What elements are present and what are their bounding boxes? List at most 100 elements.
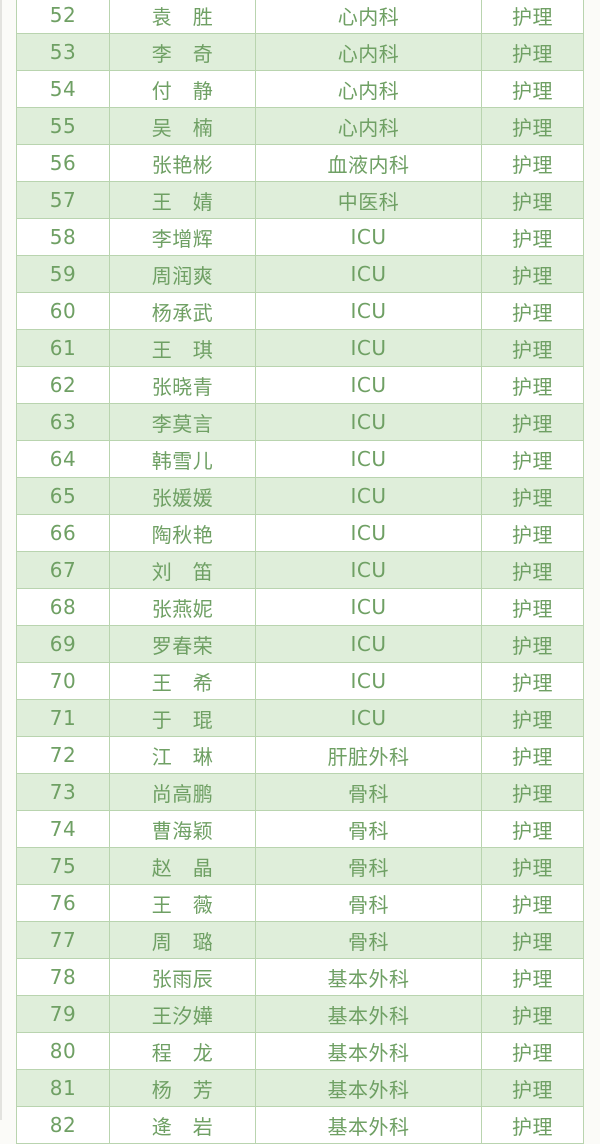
cell-role: 护理 (481, 773, 584, 811)
cell-row-number: 80 (16, 1032, 110, 1070)
cell-role: 护理 (481, 440, 584, 478)
cell-role: 护理 (481, 292, 584, 330)
cell-department: ICU (255, 292, 482, 330)
cell-row-number: 73 (16, 773, 110, 811)
cell-department: 基本外科 (255, 958, 482, 996)
cell-role: 护理 (481, 1032, 584, 1070)
cell-role: 护理 (481, 107, 584, 145)
table-row: 76 王 薇 骨科 护理 (16, 884, 584, 922)
cell-role: 护理 (481, 995, 584, 1033)
cell-name: 刘 笛 (109, 551, 256, 589)
cell-role: 护理 (481, 70, 584, 108)
cell-name: 程 龙 (109, 1032, 256, 1070)
cell-department: 血液内科 (255, 144, 482, 182)
cell-role: 护理 (481, 810, 584, 848)
cell-department: ICU (255, 588, 482, 626)
cell-row-number: 74 (16, 810, 110, 848)
table-row: 58 李增辉 ICU 护理 (16, 218, 584, 256)
cell-name: 周 璐 (109, 921, 256, 959)
table-row: 61 王 琪 ICU 护理 (16, 329, 584, 367)
cell-department: ICU (255, 625, 482, 663)
cell-role: 护理 (481, 218, 584, 256)
cell-role: 护理 (481, 847, 584, 885)
cell-department: 骨科 (255, 884, 482, 922)
cell-row-number: 61 (16, 329, 110, 367)
cell-role: 护理 (481, 1106, 584, 1144)
cell-name: 于 琨 (109, 699, 256, 737)
cell-row-number: 58 (16, 218, 110, 256)
cell-role: 护理 (481, 958, 584, 996)
table-row: 69 罗春荣 ICU 护理 (16, 625, 584, 663)
cell-department: 基本外科 (255, 995, 482, 1033)
cell-department: ICU (255, 699, 482, 737)
cell-name: 张雨辰 (109, 958, 256, 996)
cell-department: 心内科 (255, 0, 482, 34)
cell-name: 袁 胜 (109, 0, 256, 34)
cell-name: 杨承武 (109, 292, 256, 330)
table-row: 77 周 璐 骨科 护理 (16, 921, 584, 959)
cell-name: 韩雪儿 (109, 440, 256, 478)
table-row: 81 杨 芳 基本外科 护理 (16, 1069, 584, 1107)
table-row: 57 王 婧 中医科 护理 (16, 181, 584, 219)
table-row: 62 张晓青 ICU 护理 (16, 366, 584, 404)
cell-row-number: 70 (16, 662, 110, 700)
table-row: 68 张燕妮 ICU 护理 (16, 588, 584, 626)
cell-role: 护理 (481, 329, 584, 367)
table-row: 67 刘 笛 ICU 护理 (16, 551, 584, 589)
staff-roster: 52 袁 胜 心内科 护理 53 李 奇 心内科 护理 54 付 静 心内科 护… (16, 0, 584, 1144)
cell-name: 王 琪 (109, 329, 256, 367)
cell-row-number: 59 (16, 255, 110, 293)
cell-row-number: 67 (16, 551, 110, 589)
cell-department: 肝脏外科 (255, 736, 482, 774)
cell-department: ICU (255, 477, 482, 515)
cell-department: ICU (255, 662, 482, 700)
cell-department: ICU (255, 218, 482, 256)
cell-name: 张艳彬 (109, 144, 256, 182)
cell-department: 基本外科 (255, 1032, 482, 1070)
cell-row-number: 65 (16, 477, 110, 515)
cell-name: 王汐嬅 (109, 995, 256, 1033)
cell-row-number: 53 (16, 33, 110, 71)
cell-name: 罗春荣 (109, 625, 256, 663)
cell-role: 护理 (481, 662, 584, 700)
cell-name: 曹海颖 (109, 810, 256, 848)
cell-department: 骨科 (255, 773, 482, 811)
table-row: 53 李 奇 心内科 护理 (16, 33, 584, 71)
cell-row-number: 66 (16, 514, 110, 552)
cell-department: ICU (255, 255, 482, 293)
cell-role: 护理 (481, 255, 584, 293)
cell-name: 李 奇 (109, 33, 256, 71)
cell-role: 护理 (481, 921, 584, 959)
table-row: 72 江 琳 肝脏外科 护理 (16, 736, 584, 774)
cell-role: 护理 (481, 884, 584, 922)
cell-name: 周润爽 (109, 255, 256, 293)
cell-role: 护理 (481, 144, 584, 182)
cell-department: 中医科 (255, 181, 482, 219)
cell-name: 李莫言 (109, 403, 256, 441)
cell-row-number: 55 (16, 107, 110, 145)
cell-name: 杨 芳 (109, 1069, 256, 1107)
cell-name: 王 薇 (109, 884, 256, 922)
cell-row-number: 68 (16, 588, 110, 626)
table-row: 78 张雨辰 基本外科 护理 (16, 958, 584, 996)
cell-row-number: 72 (16, 736, 110, 774)
table-row: 64 韩雪儿 ICU 护理 (16, 440, 584, 478)
cell-row-number: 62 (16, 366, 110, 404)
cell-role: 护理 (481, 366, 584, 404)
cell-role: 护理 (481, 514, 584, 552)
cell-name: 江 琳 (109, 736, 256, 774)
cell-name: 陶秋艳 (109, 514, 256, 552)
cell-role: 护理 (481, 625, 584, 663)
table-row: 65 张媛媛 ICU 护理 (16, 477, 584, 515)
cell-department: 骨科 (255, 810, 482, 848)
cell-department: ICU (255, 403, 482, 441)
table-row: 75 赵 晶 骨科 护理 (16, 847, 584, 885)
table-row: 70 王 希 ICU 护理 (16, 662, 584, 700)
cell-department: ICU (255, 366, 482, 404)
table-row: 73 尚高鹏 骨科 护理 (16, 773, 584, 811)
table-row: 71 于 琨 ICU 护理 (16, 699, 584, 737)
cell-row-number: 78 (16, 958, 110, 996)
cell-row-number: 76 (16, 884, 110, 922)
cell-row-number: 57 (16, 181, 110, 219)
cell-row-number: 64 (16, 440, 110, 478)
